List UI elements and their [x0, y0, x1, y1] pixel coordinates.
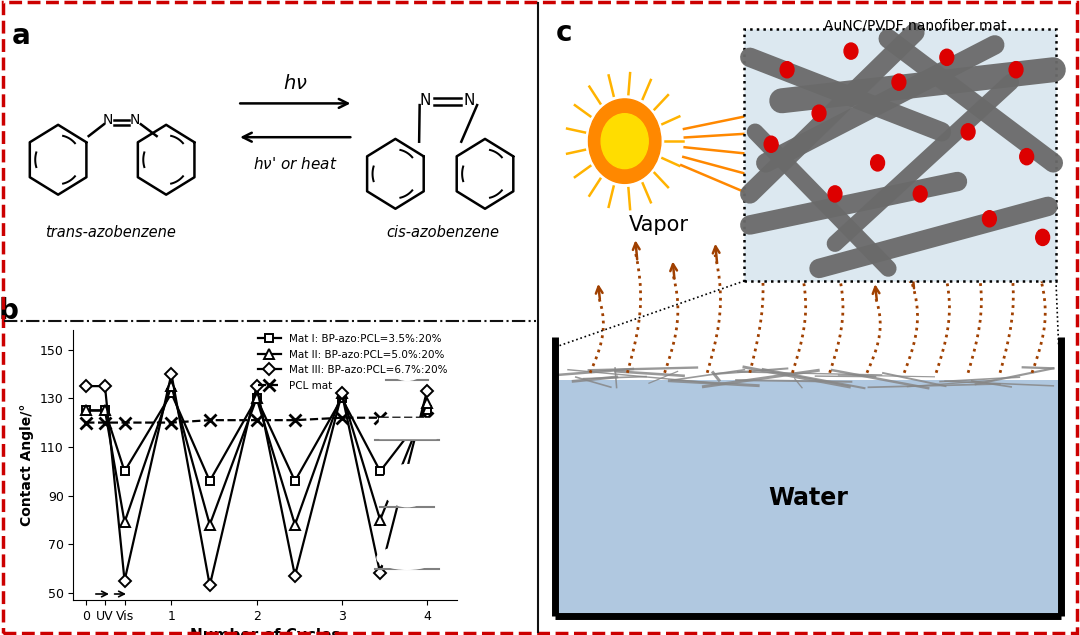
PCL mat [203, 417, 216, 424]
Text: trans-azobenzene: trans-azobenzene [45, 225, 176, 241]
Mat III: BP-azo:PCL=6.7%:20%: (0.22, 135): BP-azo:PCL=6.7%:20%: (0.22, 135) [98, 382, 111, 390]
Mat II: BP-azo:PCL=5.0%:20%: (0.45, 79): BP-azo:PCL=5.0%:20%: (0.45, 79) [118, 518, 131, 526]
Mat II: BP-azo:PCL=5.0%:20%: (1.45, 78): BP-azo:PCL=5.0%:20%: (1.45, 78) [203, 521, 216, 528]
Mat II: BP-azo:PCL=5.0%:20%: (4, 128): BP-azo:PCL=5.0%:20%: (4, 128) [420, 399, 433, 407]
Mat III: BP-azo:PCL=6.7%:20%: (0.45, 55): BP-azo:PCL=6.7%:20%: (0.45, 55) [118, 577, 131, 584]
Circle shape [602, 114, 648, 168]
Mat II: BP-azo:PCL=5.0%:20%: (0, 125): BP-azo:PCL=5.0%:20%: (0, 125) [80, 406, 93, 414]
Text: c: c [555, 19, 572, 47]
Mat I: BP-azo:PCL=3.5%:20%: (3.45, 100): BP-azo:PCL=3.5%:20%: (3.45, 100) [374, 467, 387, 475]
Mat I: BP-azo:PCL=3.5%:20%: (4, 125): BP-azo:PCL=3.5%:20%: (4, 125) [420, 406, 433, 414]
Line: Mat I: BP-azo:PCL=3.5%:20%: Mat I: BP-azo:PCL=3.5%:20% [82, 389, 431, 485]
Mat II: BP-azo:PCL=5.0%:20%: (2.45, 78): BP-azo:PCL=5.0%:20%: (2.45, 78) [288, 521, 301, 528]
PCL mat [98, 418, 111, 426]
Mat I: BP-azo:PCL=3.5%:20%: (1, 132): BP-azo:PCL=3.5%:20%: (1, 132) [165, 390, 178, 398]
Circle shape [1009, 62, 1023, 78]
Text: Water: Water [769, 486, 848, 511]
Mat II: BP-azo:PCL=5.0%:20%: (2, 130): BP-azo:PCL=5.0%:20%: (2, 130) [251, 394, 264, 402]
Circle shape [870, 155, 885, 171]
Bar [744, 29, 1056, 281]
Text: cis-azobenzene: cis-azobenzene [387, 225, 499, 241]
Mat I: BP-azo:PCL=3.5%:20%: (1.45, 96): BP-azo:PCL=3.5%:20%: (1.45, 96) [203, 477, 216, 485]
Text: a: a [12, 22, 30, 50]
Circle shape [780, 62, 794, 78]
Mat III: BP-azo:PCL=6.7%:20%: (3.45, 58): BP-azo:PCL=6.7%:20%: (3.45, 58) [374, 570, 387, 577]
Circle shape [961, 124, 975, 140]
Text: AuNC/PVDF nanofiber mat: AuNC/PVDF nanofiber mat [824, 19, 1007, 33]
PCL mat [288, 417, 301, 424]
Mat III: BP-azo:PCL=6.7%:20%: (2.45, 57): BP-azo:PCL=6.7%:20%: (2.45, 57) [288, 572, 301, 580]
Circle shape [983, 211, 997, 227]
Bar [555, 380, 1062, 616]
Mat II: BP-azo:PCL=5.0%:20%: (0.22, 125): BP-azo:PCL=5.0%:20%: (0.22, 125) [98, 406, 111, 414]
Text: $h\nu$: $h\nu$ [283, 74, 308, 93]
Line: Mat III: BP-azo:PCL=6.7%:20%: Mat III: BP-azo:PCL=6.7%:20% [82, 370, 431, 590]
Text: N: N [420, 93, 431, 108]
Mat III: BP-azo:PCL=6.7%:20%: (3, 132): BP-azo:PCL=6.7%:20%: (3, 132) [335, 390, 348, 398]
Mat II: BP-azo:PCL=5.0%:20%: (1, 135): BP-azo:PCL=5.0%:20%: (1, 135) [165, 382, 178, 390]
Text: Vapor: Vapor [630, 215, 689, 235]
Mat III: BP-azo:PCL=6.7%:20%: (1.45, 53): BP-azo:PCL=6.7%:20%: (1.45, 53) [203, 582, 216, 589]
Mat I: BP-azo:PCL=3.5%:20%: (2.45, 96): BP-azo:PCL=3.5%:20%: (2.45, 96) [288, 477, 301, 485]
PCL mat [80, 418, 93, 426]
Text: N: N [463, 93, 475, 108]
PCL mat [374, 414, 387, 422]
Circle shape [1036, 229, 1050, 246]
Line: PCL mat: PCL mat [80, 411, 433, 429]
Mat I: BP-azo:PCL=3.5%:20%: (3, 130): BP-azo:PCL=3.5%:20%: (3, 130) [335, 394, 348, 402]
Circle shape [940, 50, 954, 65]
Circle shape [812, 105, 826, 121]
Legend: Mat I: BP-azo:PCL=3.5%:20%, Mat II: BP-azo:PCL=5.0%:20%, Mat III: BP-azo:PCL=6.7: Mat I: BP-azo:PCL=3.5%:20%, Mat II: BP-a… [254, 330, 451, 395]
Circle shape [589, 99, 661, 184]
Mat I: BP-azo:PCL=3.5%:20%: (0.22, 125): BP-azo:PCL=3.5%:20%: (0.22, 125) [98, 406, 111, 414]
PCL mat [165, 418, 178, 426]
PCL mat [420, 414, 433, 422]
Circle shape [914, 186, 927, 202]
Mat II: BP-azo:PCL=5.0%:20%: (3.45, 80): BP-azo:PCL=5.0%:20%: (3.45, 80) [374, 516, 387, 524]
Mat II: BP-azo:PCL=5.0%:20%: (3, 132): BP-azo:PCL=5.0%:20%: (3, 132) [335, 390, 348, 398]
Text: $h\nu$' or heat: $h\nu$' or heat [253, 156, 338, 172]
PCL mat [251, 417, 264, 424]
PCL mat [335, 414, 348, 422]
Circle shape [828, 186, 842, 202]
X-axis label: Number of Cycles: Number of Cycles [190, 629, 340, 635]
Mat III: BP-azo:PCL=6.7%:20%: (4, 133): BP-azo:PCL=6.7%:20%: (4, 133) [420, 387, 433, 395]
Y-axis label: Contact Angle/°: Contact Angle/° [21, 404, 35, 526]
Text: b: b [0, 297, 18, 325]
Mat I: BP-azo:PCL=3.5%:20%: (0, 125): BP-azo:PCL=3.5%:20%: (0, 125) [80, 406, 93, 414]
Text: N: N [103, 113, 113, 127]
Mat III: BP-azo:PCL=6.7%:20%: (2, 135): BP-azo:PCL=6.7%:20%: (2, 135) [251, 382, 264, 390]
PCL mat [118, 418, 131, 426]
Text: N: N [130, 113, 139, 127]
Mat I: BP-azo:PCL=3.5%:20%: (0.45, 100): BP-azo:PCL=3.5%:20%: (0.45, 100) [118, 467, 131, 475]
Mat III: BP-azo:PCL=6.7%:20%: (0, 135): BP-azo:PCL=6.7%:20%: (0, 135) [80, 382, 93, 390]
Circle shape [845, 43, 858, 59]
Line: Mat II: BP-azo:PCL=5.0%:20%: Mat II: BP-azo:PCL=5.0%:20% [81, 381, 432, 530]
Circle shape [892, 74, 906, 90]
Circle shape [765, 136, 778, 152]
Mat III: BP-azo:PCL=6.7%:20%: (1, 140): BP-azo:PCL=6.7%:20%: (1, 140) [165, 370, 178, 378]
Circle shape [1020, 149, 1034, 164]
Mat I: BP-azo:PCL=3.5%:20%: (2, 130): BP-azo:PCL=3.5%:20%: (2, 130) [251, 394, 264, 402]
